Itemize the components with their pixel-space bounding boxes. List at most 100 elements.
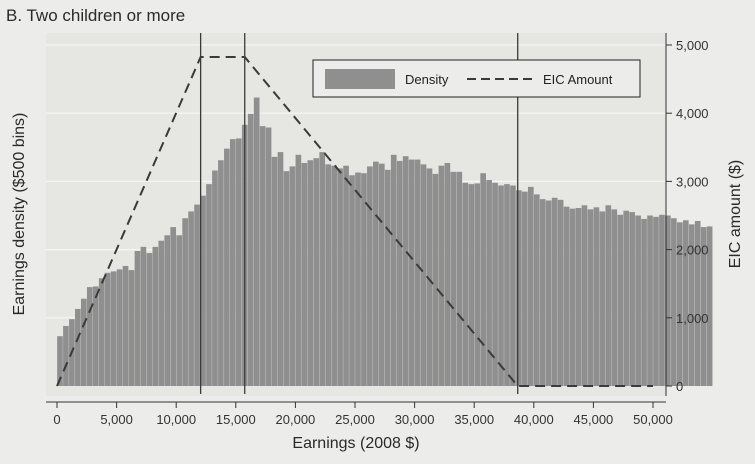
density-bar	[700, 227, 707, 386]
density-bar	[313, 158, 320, 386]
x-tick-label: 25,000	[335, 412, 375, 427]
density-bar	[289, 166, 296, 386]
density-bar	[635, 215, 641, 386]
density-bar	[468, 184, 475, 386]
density-bar	[539, 199, 546, 386]
y2-tick-label: 1,000	[676, 311, 709, 326]
density-bar	[110, 271, 117, 386]
eic-amount-line-group	[56, 56, 653, 387]
density-bar	[563, 206, 570, 386]
x-tick-label: 35,000	[454, 412, 494, 427]
density-bar	[337, 168, 343, 386]
x-tick-label: 40,000	[514, 412, 554, 427]
legend-density-swatch	[325, 69, 395, 89]
x-tick-label: 15,000	[216, 412, 256, 427]
density-bar	[128, 270, 135, 386]
density-bar	[432, 173, 439, 386]
density-bar	[283, 171, 290, 386]
x-axis-title: Earnings (2008 $)	[292, 435, 419, 452]
density-bar	[408, 159, 415, 386]
density-bar	[277, 152, 284, 386]
y2-tick-label: 2,000	[676, 243, 709, 258]
density-bar	[474, 183, 481, 386]
density-bar	[134, 250, 141, 386]
density-bar	[623, 210, 630, 386]
density-bar	[194, 204, 200, 386]
density-bar	[80, 298, 87, 386]
x-tick-label: 5,000	[100, 412, 133, 427]
density-bar	[545, 200, 552, 386]
y2-axis-title: EIC amount ($)	[727, 160, 744, 268]
density-bar	[682, 220, 689, 386]
density-bar	[92, 286, 99, 386]
density-bar	[390, 154, 397, 386]
density-bar	[659, 214, 665, 386]
density-bar	[182, 218, 188, 386]
density-bar	[140, 246, 147, 386]
density-bar	[325, 164, 332, 386]
density-bars	[57, 97, 713, 387]
density-bar	[522, 191, 528, 386]
density-bar	[235, 138, 242, 386]
density-bar	[527, 186, 534, 386]
density-bar	[402, 156, 409, 386]
density-bar	[444, 162, 451, 386]
y2-tick-label: 5,000	[676, 38, 709, 53]
density-bar	[492, 182, 498, 386]
density-bar	[265, 127, 272, 386]
legend-density-label: Density	[405, 72, 449, 87]
density-bar	[188, 211, 194, 386]
density-bar	[295, 154, 302, 386]
density-bar	[271, 156, 278, 386]
density-bar	[676, 222, 683, 386]
density-bar	[176, 235, 183, 386]
density-bar	[361, 173, 367, 386]
density-bar	[462, 182, 469, 386]
density-bar	[653, 216, 659, 386]
density-bar	[629, 212, 635, 386]
x-tick-label: 45,000	[574, 412, 614, 427]
density-bar	[229, 139, 236, 386]
density-bar	[349, 175, 355, 386]
x-tick-label: 30,000	[395, 412, 435, 427]
density-bar	[420, 164, 427, 386]
legend-eic-label: EIC Amount	[543, 72, 613, 87]
density-bar	[301, 162, 308, 386]
density-bar	[146, 253, 153, 386]
density-bar	[504, 184, 510, 386]
x-tick-label: 0	[53, 412, 60, 427]
density-bar	[98, 278, 105, 386]
density-bar	[647, 215, 653, 386]
density-bar	[122, 265, 129, 386]
density-bar	[253, 97, 260, 386]
density-bar	[319, 152, 326, 386]
density-bar	[75, 308, 81, 386]
density-bar	[170, 227, 177, 386]
density-bar	[498, 185, 504, 386]
y2-tick-label: 3,000	[676, 174, 709, 189]
density-bar	[593, 207, 600, 386]
density-bar	[152, 246, 159, 386]
density-bar	[569, 208, 576, 386]
density-bar	[617, 214, 624, 386]
density-bar	[218, 160, 224, 386]
density-bar	[706, 226, 713, 386]
density-bar	[557, 199, 564, 386]
density-bar	[373, 161, 379, 386]
density-bar	[164, 235, 171, 386]
density-bar	[575, 207, 582, 386]
legend: Density EIC Amount	[312, 59, 641, 98]
density-bar	[104, 272, 111, 386]
x-tick-label: 10,000	[156, 412, 196, 427]
density-bar	[200, 195, 206, 386]
axes: 0 5,000 10,000 15,000 20,000 25,000 30,000 35,0…	[46, 33, 709, 427]
density-bar	[378, 163, 385, 386]
density-bar	[456, 171, 463, 386]
density-bar	[605, 205, 612, 386]
density-bar	[331, 165, 337, 386]
density-bar	[694, 220, 701, 386]
density-bar	[206, 184, 212, 386]
density-bar	[116, 269, 123, 386]
density-bar	[414, 159, 421, 386]
density-bar	[343, 165, 349, 386]
